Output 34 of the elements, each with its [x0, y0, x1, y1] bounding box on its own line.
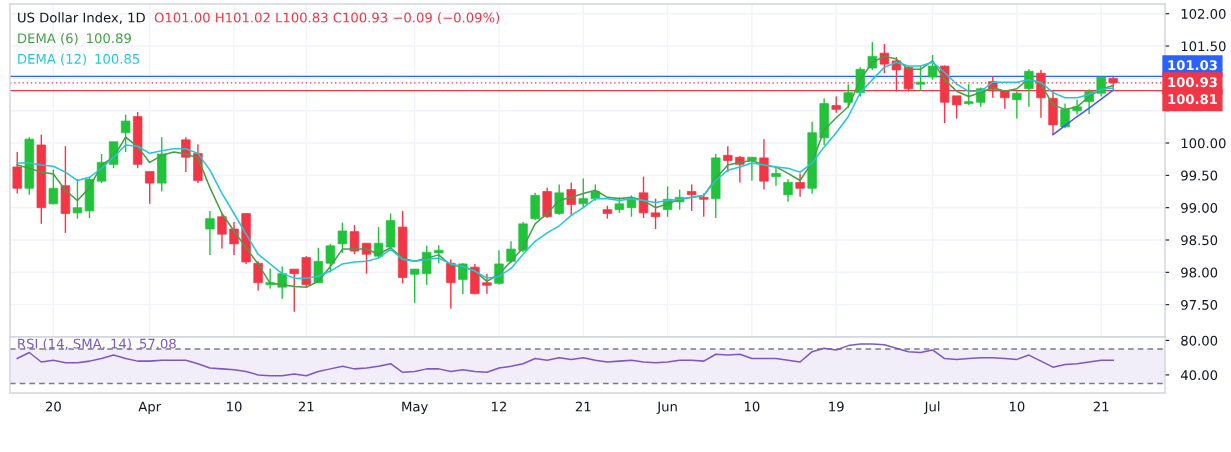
text: DEMA (6) — [18, 32, 78, 45]
y-tick-label: 97.50 — [1181, 299, 1218, 310]
y-tick-label: 80.00 — [1181, 335, 1218, 346]
y-tick-label: 98.50 — [1181, 235, 1218, 246]
text: US Dollar Index, 1D — [18, 12, 145, 24]
y-tick-label: 99.50 — [1181, 170, 1218, 181]
x-tick-label: 19 — [829, 401, 844, 412]
x-tick-label: 10 — [744, 401, 760, 412]
y-tick-label: 100.00 — [1181, 138, 1226, 149]
annotation: 57.08 — [139, 338, 176, 349]
x-tick-label: Jul — [923, 401, 940, 414]
x-tick-label: 21 — [575, 401, 591, 412]
ref-line-label: 101.03 — [1168, 60, 1217, 71]
annotation: 100.85 — [95, 53, 140, 64]
text: DEMA (12) — [18, 53, 86, 66]
y-tick-label: 40.00 — [1180, 370, 1218, 381]
ref-line-label: 100.81 — [1168, 94, 1218, 105]
series-label: RSI (14, SMA, 14) — [18, 338, 131, 351]
x-tick-label: May — [402, 401, 428, 415]
ref-line-label: 100.93 — [1168, 77, 1217, 88]
annotation: 100.89 — [87, 33, 131, 44]
y-tick-label: 102.00 — [1181, 8, 1226, 19]
x-tick-label: 20 — [45, 401, 61, 412]
x-tick-label: 10 — [1009, 401, 1025, 412]
x-tick-label: Apr — [138, 401, 162, 415]
x-tick-label: 21 — [298, 401, 314, 412]
x-tick-label: 21 — [1093, 401, 1109, 412]
x-tick-label: Jun — [656, 401, 677, 414]
y-tick-label: 101.50 — [1181, 41, 1226, 52]
y-tick-label: 98.00 — [1181, 267, 1218, 278]
y-tick-label: 99.00 — [1181, 202, 1218, 213]
x-tick-label: 10 — [227, 401, 242, 412]
x-tick-label: 12 — [492, 401, 507, 412]
text: O101.00 H101.02 L100.83 C100.93 −0.09 (−0.09%) — [154, 12, 500, 25]
